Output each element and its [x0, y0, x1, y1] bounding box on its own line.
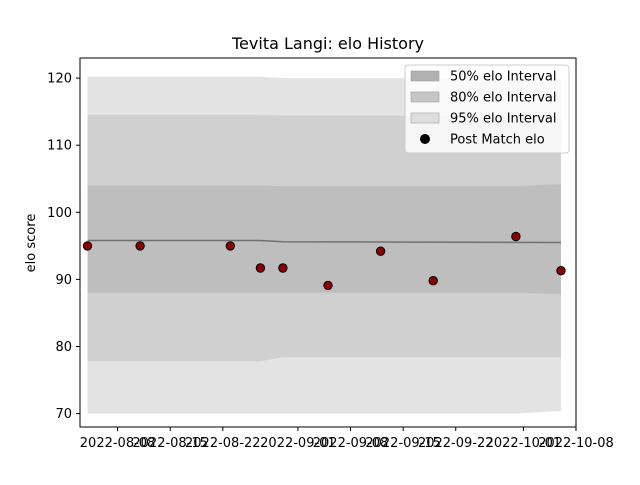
post-match-point	[135, 241, 145, 251]
legend-marker	[420, 134, 430, 144]
post-match-point	[278, 263, 288, 273]
post-match-point	[82, 241, 93, 251]
x-tick-label: 2022-10-08	[538, 436, 614, 451]
interval-bands	[87, 76, 561, 414]
y-tick-label: 110	[47, 139, 72, 154]
chart-title: Tevita Langi: elo History	[231, 34, 424, 53]
y-tick-label: 90	[55, 273, 72, 288]
y-tick-label: 100	[47, 206, 72, 221]
legend-label: 50% elo Interval	[450, 70, 557, 85]
post-match-point	[375, 246, 386, 256]
legend-label: 95% elo Interval	[450, 112, 557, 127]
post-match-point	[225, 241, 236, 251]
legend-swatch	[410, 91, 440, 103]
legend-swatch	[410, 70, 440, 82]
y-axis-label: elo score	[24, 214, 39, 273]
interval-band-2	[87, 184, 561, 295]
y-tick-label: 120	[47, 72, 72, 87]
post-match-point	[428, 276, 438, 286]
x-tick-label: 2022-08-15	[132, 436, 208, 451]
mean-lines	[87, 239, 562, 244]
legend-box	[404, 64, 570, 154]
post-match-points	[82, 231, 566, 291]
x-tick-label: 2022-08-22	[185, 436, 261, 451]
post-match-point	[255, 263, 266, 273]
x-tick-label: 2022-10-01	[486, 436, 562, 451]
x-tick-label: 2022-09-15	[365, 436, 441, 451]
x-tick-label: 2022-09-22	[418, 436, 494, 451]
legend: 50% elo Interval 80% elo Interval 95% elo …	[404, 64, 570, 154]
plot-frame	[79, 57, 577, 428]
y-tick-label: 70	[55, 407, 72, 422]
x-tick-label: 2022-09-01	[260, 436, 336, 451]
legend-swatch	[410, 112, 440, 124]
mean-line-0	[87, 239, 562, 244]
legend-label: Post Match elo	[450, 133, 545, 148]
y-tick-label: 80	[55, 340, 72, 355]
x-tick-label: 2022-09-08	[313, 436, 389, 451]
y-axis: 70 80 90 100 110 120	[47, 72, 80, 422]
post-match-point	[556, 266, 566, 276]
legend-label: 80% elo Interval	[450, 91, 557, 106]
post-match-point	[511, 231, 521, 242]
x-tick-label: 2022-08-08	[80, 436, 156, 451]
post-match-point	[323, 280, 333, 291]
